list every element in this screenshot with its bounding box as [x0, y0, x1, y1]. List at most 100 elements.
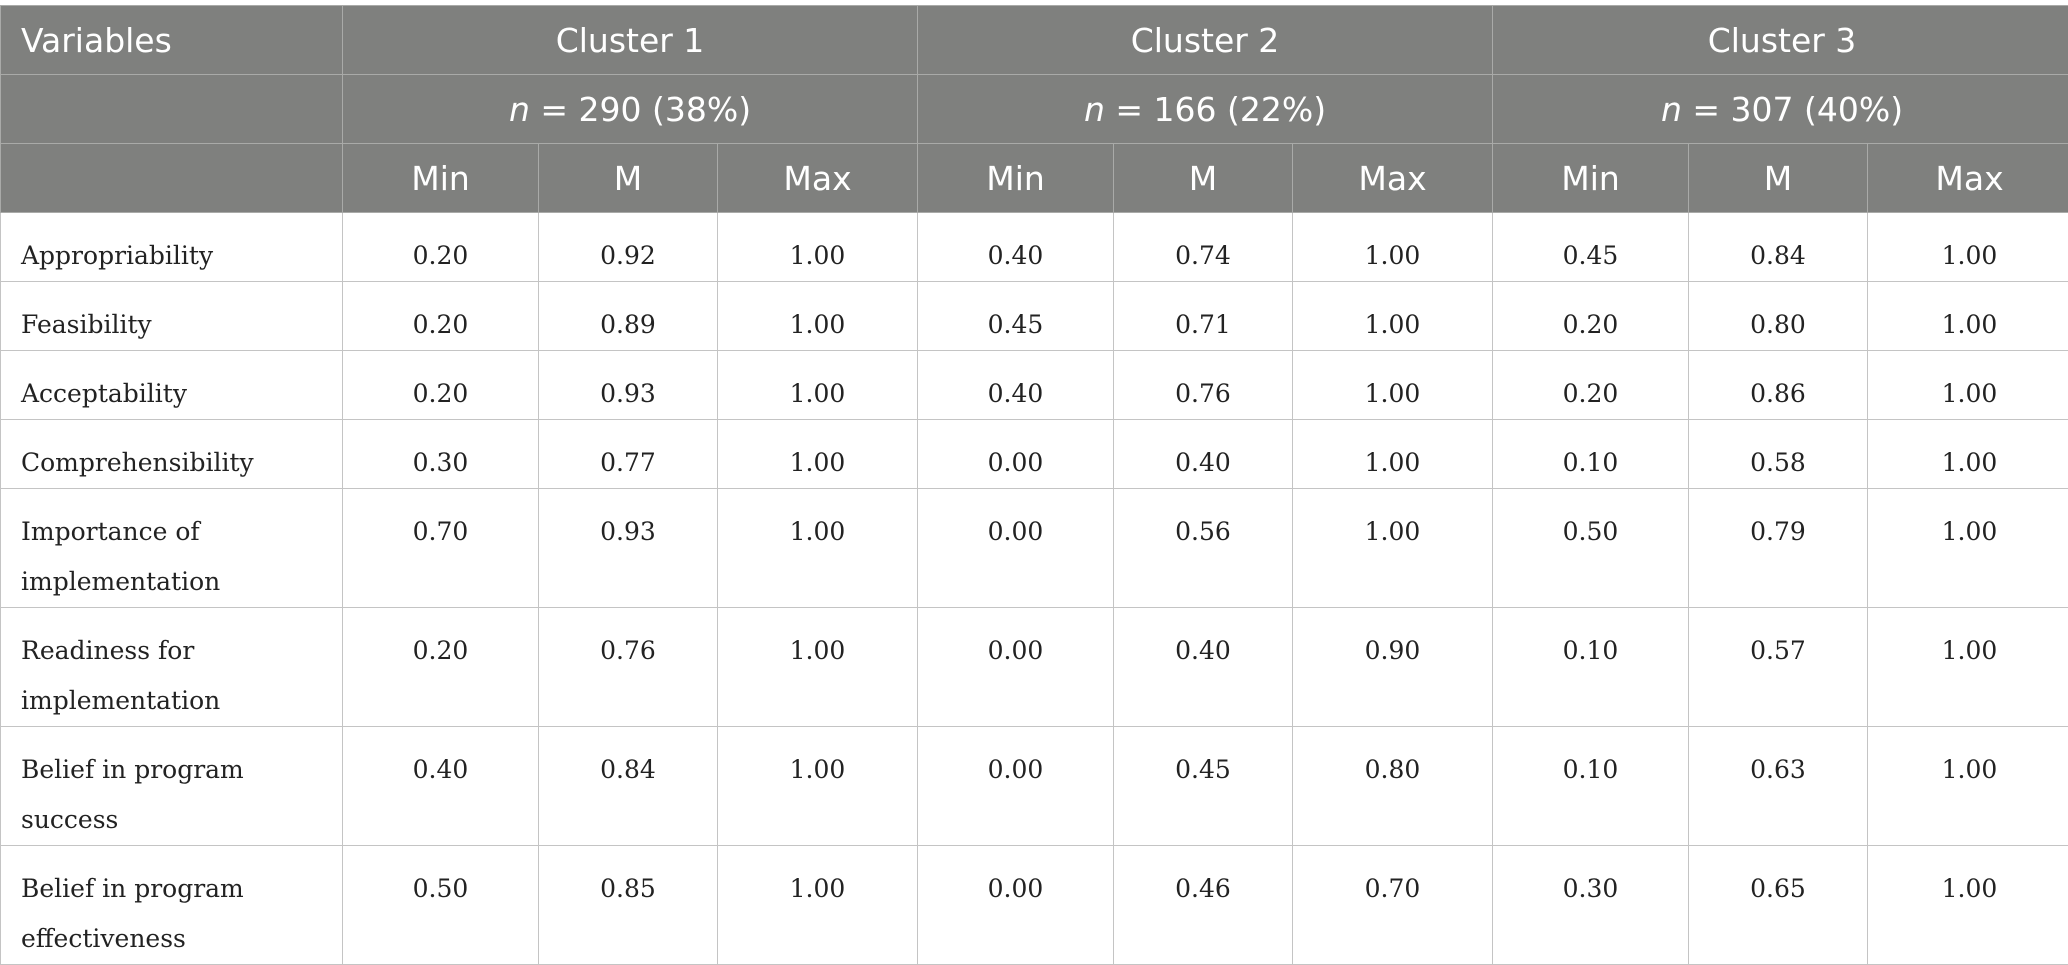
table-header: Variables Cluster 1 Cluster 2 Cluster 3 …: [1, 6, 2068, 213]
cluster-2-mean-cell: 0.74: [1114, 213, 1293, 282]
cluster-2-max-cell: 1.00: [1293, 489, 1493, 608]
cluster-3-mean-cell: 0.84: [1689, 213, 1868, 282]
variable-name-cell: Feasibility: [1, 282, 343, 351]
cluster-3-min-cell: 0.10: [1493, 608, 1689, 727]
max-header: Max: [1868, 144, 2068, 213]
cluster-1-mean-cell: 0.85: [539, 846, 718, 965]
n-symbol: n: [509, 90, 530, 129]
cluster-1-mean-cell: 0.92: [539, 213, 718, 282]
variable-name-cell: Belief in program effectiveness: [1, 846, 343, 965]
cluster-3-min-cell: 0.45: [1493, 213, 1689, 282]
cluster-3-mean-cell: 0.79: [1689, 489, 1868, 608]
cluster-2-mean-cell: 0.40: [1114, 608, 1293, 727]
cluster-3-max-cell: 1.00: [1868, 213, 2068, 282]
cluster-2-max-cell: 1.00: [1293, 213, 1493, 282]
cluster-3-mean-cell: 0.57: [1689, 608, 1868, 727]
empty-header-cell: [1, 144, 343, 213]
cluster-2-mean-cell: 0.76: [1114, 351, 1293, 420]
cluster-2-mean-cell: 0.71: [1114, 282, 1293, 351]
variable-name-cell: Acceptability: [1, 351, 343, 420]
cluster-1-max-cell: 1.00: [718, 213, 918, 282]
cluster-3-min-cell: 0.30: [1493, 846, 1689, 965]
cluster-3-max-cell: 1.00: [1868, 489, 2068, 608]
cluster-2-max-cell: 0.90: [1293, 608, 1493, 727]
cluster-1-min-cell: 0.20: [343, 282, 539, 351]
cluster-2-header: Cluster 2: [918, 6, 1493, 75]
cluster-1-min-cell: 0.40: [343, 727, 539, 846]
cluster-1-max-cell: 1.00: [718, 420, 918, 489]
cluster-size-value: = 290 (38%): [530, 90, 751, 129]
cluster-2-size: n = 166 (22%): [918, 75, 1493, 144]
cluster-3-max-cell: 1.00: [1868, 846, 2068, 965]
cluster-2-min-cell: 0.00: [918, 727, 1114, 846]
cluster-2-min-cell: 0.45: [918, 282, 1114, 351]
cluster-2-mean-cell: 0.46: [1114, 846, 1293, 965]
cluster-3-min-cell: 0.50: [1493, 489, 1689, 608]
cluster-2-max-cell: 0.70: [1293, 846, 1493, 965]
cluster-1-max-cell: 1.00: [718, 351, 918, 420]
cluster-2-max-cell: 0.80: [1293, 727, 1493, 846]
cluster-2-min-cell: 0.00: [918, 846, 1114, 965]
header-row-clusters: Variables Cluster 1 Cluster 2 Cluster 3: [1, 6, 2068, 75]
cluster-1-mean-cell: 0.89: [539, 282, 718, 351]
cluster-1-mean-cell: 0.77: [539, 420, 718, 489]
min-header: Min: [918, 144, 1114, 213]
cluster-2-max-cell: 1.00: [1293, 420, 1493, 489]
cluster-3-min-cell: 0.20: [1493, 282, 1689, 351]
cluster-1-min-cell: 0.20: [343, 351, 539, 420]
variables-header: Variables: [1, 6, 343, 75]
cluster-size-value: = 166 (22%): [1105, 90, 1326, 129]
empty-header-cell: [1, 75, 343, 144]
cluster-1-max-cell: 1.00: [718, 608, 918, 727]
variable-name-cell: Readiness for implementation: [1, 608, 343, 727]
mean-header: M: [539, 144, 718, 213]
cluster-size-value: = 307 (40%): [1682, 90, 1903, 129]
cluster-1-mean-cell: 0.93: [539, 351, 718, 420]
cluster-1-min-cell: 0.20: [343, 608, 539, 727]
cluster-2-min-cell: 0.00: [918, 608, 1114, 727]
cluster-1-min-cell: 0.30: [343, 420, 539, 489]
cluster-1-header: Cluster 1: [343, 6, 918, 75]
cluster-1-mean-cell: 0.76: [539, 608, 718, 727]
cluster-1-max-cell: 1.00: [718, 282, 918, 351]
cluster-1-mean-cell: 0.84: [539, 727, 718, 846]
cluster-3-min-cell: 0.10: [1493, 420, 1689, 489]
variable-name-cell: Belief in program success: [1, 727, 343, 846]
max-header: Max: [1293, 144, 1493, 213]
header-row-stats: Min M Max Min M Max Min M Max: [1, 144, 2068, 213]
cluster-2-mean-cell: 0.56: [1114, 489, 1293, 608]
cluster-1-min-cell: 0.50: [343, 846, 539, 965]
cluster-1-size: n = 290 (38%): [343, 75, 918, 144]
header-row-sizes: n = 290 (38%) n = 166 (22%) n = 307 (40%…: [1, 75, 2068, 144]
cluster-2-max-cell: 1.00: [1293, 282, 1493, 351]
cluster-3-max-cell: 1.00: [1868, 282, 2068, 351]
cluster-2-min-cell: 0.00: [918, 420, 1114, 489]
cluster-1-max-cell: 1.00: [718, 489, 918, 608]
n-symbol: n: [1661, 90, 1682, 129]
cluster-statistics-table: Variables Cluster 1 Cluster 2 Cluster 3 …: [0, 5, 2068, 965]
mean-header: M: [1114, 144, 1293, 213]
variable-name-cell: Comprehensibility: [1, 420, 343, 489]
max-header: Max: [718, 144, 918, 213]
n-symbol: n: [1084, 90, 1105, 129]
cluster-1-min-cell: 0.20: [343, 213, 539, 282]
variable-name-cell: Importance of implementation: [1, 489, 343, 608]
cluster-1-max-cell: 1.00: [718, 846, 918, 965]
cluster-3-mean-cell: 0.65: [1689, 846, 1868, 965]
min-header: Min: [1493, 144, 1689, 213]
cluster-3-header: Cluster 3: [1493, 6, 2068, 75]
cluster-3-mean-cell: 0.80: [1689, 282, 1868, 351]
variable-name-cell: Appropriability: [1, 213, 343, 282]
cluster-3-min-cell: 0.20: [1493, 351, 1689, 420]
cluster-2-min-cell: 0.40: [918, 351, 1114, 420]
cluster-2-mean-cell: 0.40: [1114, 420, 1293, 489]
cluster-3-size: n = 307 (40%): [1493, 75, 2068, 144]
cluster-3-max-cell: 1.00: [1868, 727, 2068, 846]
